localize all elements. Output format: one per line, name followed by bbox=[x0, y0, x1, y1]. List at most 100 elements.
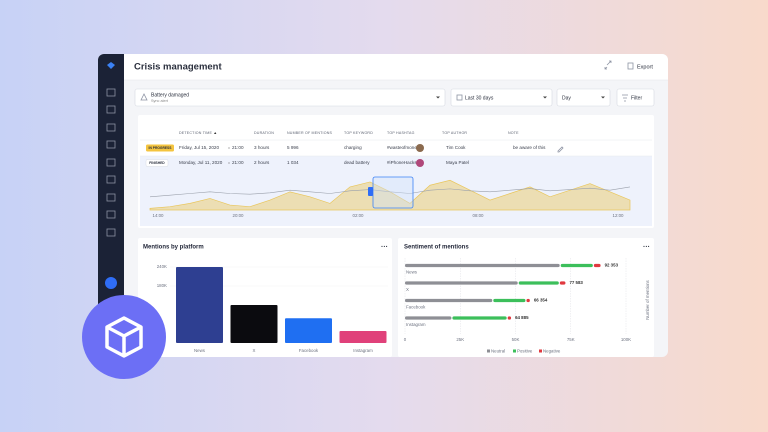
duration: 3 hours bbox=[254, 145, 270, 150]
separator-dot bbox=[228, 162, 230, 164]
cube-badge bbox=[82, 295, 166, 379]
more-menu[interactable]: ··· bbox=[381, 244, 388, 251]
separator-dot bbox=[228, 147, 230, 149]
x-tick-label: X bbox=[253, 348, 256, 353]
chart-title: Mentions by platform bbox=[143, 245, 204, 251]
nav-icon[interactable] bbox=[106, 123, 116, 132]
nav-icon[interactable] bbox=[106, 228, 116, 237]
column-header: TOP AUTHOR bbox=[442, 131, 467, 135]
nav-icon[interactable] bbox=[106, 210, 116, 219]
expand-icon[interactable] bbox=[604, 60, 612, 70]
bar-segment bbox=[493, 298, 526, 303]
period-select[interactable] bbox=[450, 88, 553, 107]
nav-icon[interactable] bbox=[106, 140, 116, 149]
y-tick-label: 240K bbox=[157, 264, 167, 269]
filter-button[interactable] bbox=[616, 88, 655, 107]
column-header: DETECTION TIME bbox=[179, 131, 212, 135]
bar-segment bbox=[405, 316, 452, 320]
legend-label: Negative bbox=[543, 348, 561, 353]
bar-segment bbox=[405, 281, 518, 285]
interval-label: Day bbox=[562, 95, 571, 101]
logo bbox=[107, 62, 115, 69]
sentiment-card bbox=[398, 238, 654, 357]
total-label: 66 354 bbox=[534, 298, 548, 303]
x-tick-label: 14:00 bbox=[153, 213, 165, 218]
column-header: DURATION bbox=[254, 131, 274, 135]
total-label: 77 583 bbox=[569, 280, 583, 285]
mentions: 1 034 bbox=[287, 160, 299, 165]
sort-icon[interactable] bbox=[214, 132, 217, 134]
add-button[interactable] bbox=[105, 277, 117, 289]
author: Tim Cook bbox=[446, 145, 466, 150]
bar-segment bbox=[560, 263, 593, 268]
interval-select[interactable] bbox=[556, 88, 611, 107]
column-header: NOTE bbox=[508, 131, 519, 135]
alert-select[interactable] bbox=[134, 88, 446, 107]
hashtag: #wasteofmoney bbox=[387, 145, 420, 150]
alert-subtitle: Sync alert bbox=[151, 99, 169, 103]
bar-segment bbox=[526, 298, 530, 303]
caret bbox=[436, 96, 440, 99]
warning-icon bbox=[140, 93, 148, 101]
avatar bbox=[416, 159, 424, 167]
duration: 2 hours bbox=[254, 160, 270, 165]
bar-segment bbox=[452, 316, 507, 320]
table-header: DETECTION TIME DURATION NUMBER OF MENTIO… bbox=[179, 131, 519, 135]
total-label: 92 353 bbox=[605, 263, 619, 268]
legend-swatch bbox=[539, 349, 542, 353]
period-label: Last 30 days bbox=[465, 95, 494, 101]
filter-icon bbox=[622, 94, 628, 102]
caret bbox=[601, 96, 605, 99]
y-tick-label: 180K bbox=[157, 283, 167, 288]
page-title: Crisis management bbox=[134, 62, 222, 73]
mentions: 5 996 bbox=[287, 145, 299, 150]
bar bbox=[285, 318, 332, 343]
calendar-icon bbox=[456, 94, 463, 101]
bar-segment bbox=[507, 316, 512, 320]
x-tick-label: Facebook bbox=[299, 348, 319, 353]
legend-swatch bbox=[513, 349, 516, 353]
edit-icon[interactable] bbox=[557, 146, 564, 153]
x-tick-label: 20:00 bbox=[233, 213, 245, 218]
line bbox=[149, 186, 631, 198]
export-icon[interactable] bbox=[627, 62, 634, 70]
nav-icon[interactable] bbox=[106, 105, 116, 114]
note: be aware of this bbox=[513, 145, 546, 150]
y-tick-label: News bbox=[406, 270, 418, 275]
area bbox=[149, 179, 631, 211]
legend-swatch bbox=[487, 349, 490, 353]
bar bbox=[339, 330, 387, 343]
legend-label: Neutral bbox=[491, 348, 505, 353]
x-tick-label: 02:00 bbox=[353, 213, 365, 218]
charts: 14:00 20:00 02:00 08:00 12:00 Mentions by pla… bbox=[143, 176, 650, 353]
nav-icon[interactable] bbox=[106, 158, 116, 167]
bar-segment bbox=[559, 281, 566, 285]
status-label: IN PROGRESS bbox=[149, 146, 173, 150]
author: Maya Patel bbox=[446, 160, 469, 165]
export-button[interactable]: Export bbox=[637, 64, 653, 70]
nav-icon[interactable] bbox=[106, 175, 116, 184]
header-bar bbox=[124, 54, 668, 80]
nav-icon[interactable] bbox=[106, 193, 116, 202]
x-tick-label: 50K bbox=[512, 337, 520, 342]
bar bbox=[230, 305, 278, 343]
time: 21:00 bbox=[232, 145, 244, 150]
sidebar-icons bbox=[105, 62, 117, 289]
x-tick-label: Instagram bbox=[353, 348, 373, 353]
bar bbox=[176, 267, 223, 343]
column-header: NUMBER OF MENTIONS bbox=[287, 131, 333, 135]
alert-title: Battery damaged bbox=[151, 92, 189, 98]
status-badge bbox=[145, 159, 169, 167]
more-menu[interactable]: ··· bbox=[643, 244, 650, 251]
status-label: FINISHED bbox=[149, 161, 165, 165]
caret bbox=[543, 96, 547, 99]
bar-segment bbox=[405, 298, 493, 303]
total-label: 64 885 bbox=[515, 315, 529, 320]
nav-icon[interactable] bbox=[106, 88, 116, 97]
x-tick-label: 08:00 bbox=[473, 213, 485, 218]
table-row[interactable]: FINISHED Monday, Jul 11, 2020 21:00 2 ho… bbox=[145, 159, 469, 167]
table-row[interactable]: IN PROGRESS Friday, Jul 15, 2020 21:00 3… bbox=[146, 144, 564, 153]
cube-icon bbox=[105, 316, 143, 358]
legend-label: Positive bbox=[517, 348, 533, 353]
